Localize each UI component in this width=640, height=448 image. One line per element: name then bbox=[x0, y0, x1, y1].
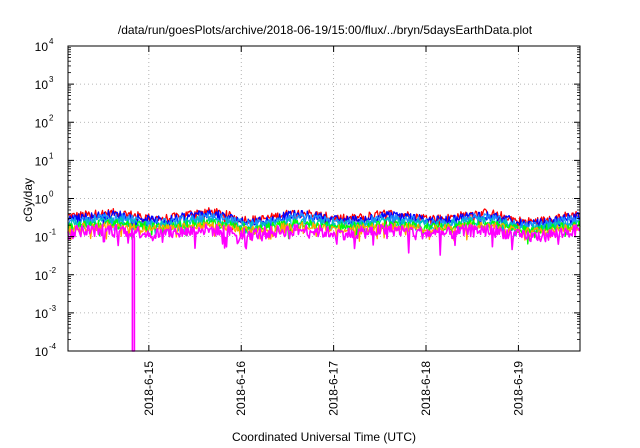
series-line bbox=[67, 223, 581, 352]
y-tick-label: 10 bbox=[35, 345, 49, 359]
series-line bbox=[67, 221, 581, 242]
plot-border bbox=[67, 45, 581, 352]
y-tick-label: 10 bbox=[35, 231, 49, 245]
x-tick-label: 2018-6-16 bbox=[234, 361, 248, 416]
y-tick-exponent: 1 bbox=[49, 151, 54, 160]
x-tick-label: 2018-6-15 bbox=[142, 361, 156, 416]
y-tick-exponent: 4 bbox=[49, 37, 54, 46]
data-series bbox=[67, 207, 581, 352]
y-tick-exponent: 3 bbox=[49, 75, 54, 84]
y-tick-exponent: -1 bbox=[49, 228, 57, 237]
y-tick-label: 10 bbox=[35, 40, 49, 54]
y-tick-label: 10 bbox=[35, 307, 49, 321]
y-tick-exponent: 0 bbox=[49, 190, 54, 199]
x-tick-labels: 2018-6-15 2018-6-16 2018-6-17 2018-6-18 2018… bbox=[142, 361, 526, 416]
y-tick-label: 10 bbox=[35, 269, 49, 283]
y-tick-label: 10 bbox=[35, 193, 49, 207]
x-axis-label: Coordinated Universal Time (UTC) bbox=[232, 430, 416, 444]
y-tick-exponent: -4 bbox=[49, 342, 57, 351]
y-tick-exponent: -3 bbox=[49, 304, 57, 313]
y-tick-exponent: 2 bbox=[49, 113, 54, 122]
x-tick-label: 2018-6-18 bbox=[419, 361, 433, 416]
y-tick-label: 10 bbox=[35, 154, 49, 168]
chart-title: /data/run/goesPlots/archive/2018-06-19/1… bbox=[118, 23, 533, 37]
y-tick-exponent: -2 bbox=[49, 266, 57, 275]
grid-lines bbox=[68, 46, 580, 351]
axes bbox=[67, 45, 581, 352]
y-axis-label: cGy/day bbox=[21, 178, 35, 222]
x-tick-label: 2018-6-17 bbox=[327, 361, 341, 416]
y-tick-label: 10 bbox=[35, 78, 49, 92]
y-tick-label: 10 bbox=[35, 116, 49, 130]
x-tick-label: 2018-6-19 bbox=[511, 361, 525, 416]
